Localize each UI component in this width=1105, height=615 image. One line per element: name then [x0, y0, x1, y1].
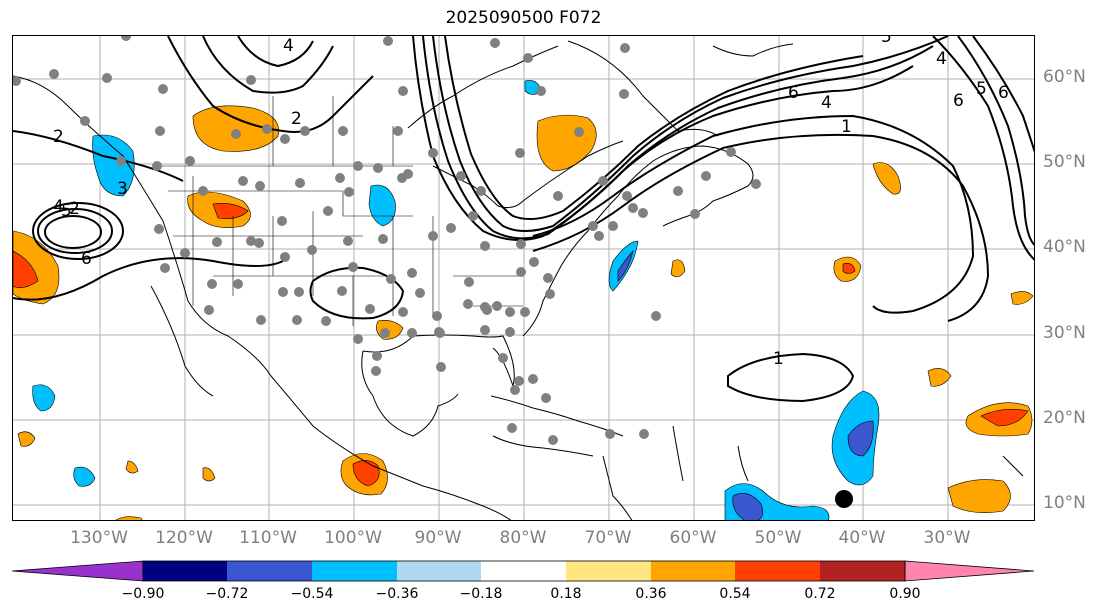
coastlines — [13, 40, 1024, 520]
colorbar-tick: 0.54 — [719, 586, 751, 602]
colorbar-segment — [11, 560, 144, 582]
colorbar-segment — [143, 561, 227, 581]
contour-label: 2 — [69, 199, 80, 219]
colorbar-segment — [312, 561, 397, 581]
storm-center-marker — [835, 490, 853, 508]
colorbar-tick: 0.90 — [889, 586, 921, 602]
lat-label: 60°N — [1043, 67, 1086, 87]
contour-label: 1 — [773, 349, 784, 369]
lon-label: 50°W — [754, 528, 802, 548]
contour-label: 1 — [841, 117, 852, 137]
lon-label: 90°W — [414, 528, 462, 548]
colorbar-tick: −0.18 — [459, 586, 503, 602]
contour-label: 4 — [936, 49, 947, 69]
lat-label: 30°N — [1043, 323, 1086, 343]
contour-label: 3 — [117, 179, 128, 199]
contour-label: 4 — [821, 93, 832, 113]
lon-label: 60°W — [669, 528, 717, 548]
colorbar-tick: −0.54 — [290, 586, 334, 602]
station-dots — [13, 36, 761, 445]
colorbar-tick: 0.72 — [804, 586, 836, 602]
contour-label: 5 — [881, 36, 892, 47]
colorbar-segment — [735, 561, 820, 581]
lon-label: 80°W — [499, 528, 547, 548]
map-title: 2025090500 F072 — [445, 8, 602, 28]
colorbar-segment — [227, 561, 312, 581]
lon-label: 120°W — [155, 528, 213, 548]
lon-label: 70°W — [584, 528, 632, 548]
lon-label: 100°W — [324, 528, 382, 548]
colorbar-segment — [904, 560, 1035, 582]
lat-label: 50°N — [1043, 152, 1086, 172]
shaded-regions — [13, 80, 1034, 520]
colorbar-tick: −0.36 — [375, 586, 419, 602]
lon-label: 130°W — [70, 528, 128, 548]
colorbar-segment — [566, 561, 651, 581]
colorbar-segment — [481, 561, 566, 581]
contour-label: 2 — [53, 127, 64, 147]
contour-label: 4 — [283, 36, 294, 56]
contour-label-group: 2 2 3 4 4 5 6 6 4 5 6 1 1 4 6 5 2 — [53, 36, 1009, 369]
contour-label: 5 — [976, 79, 987, 99]
colorbar-tick: 0.18 — [550, 586, 582, 602]
lon-label: 40°W — [838, 528, 886, 548]
colorbar-segment — [651, 561, 735, 581]
colorbar-tick: 0.36 — [635, 586, 667, 602]
colorbar-tick: −0.72 — [205, 586, 249, 602]
lat-label: 20°N — [1043, 408, 1086, 428]
colorbar — [11, 560, 1035, 582]
contour-label: 6 — [953, 91, 964, 111]
contour-label: 6 — [81, 249, 92, 269]
contour-label: 6 — [998, 83, 1009, 103]
graticule — [13, 36, 1034, 520]
contour-label: 5 — [61, 201, 72, 221]
lon-label: 30°W — [923, 528, 971, 548]
colorbar-tick: −0.90 — [121, 586, 165, 602]
contour-label: 2 — [291, 109, 302, 129]
lat-label: 40°N — [1043, 237, 1086, 257]
contour-label: 4 — [53, 197, 64, 217]
contour-label: 6 — [788, 83, 799, 103]
lon-label: 110°W — [239, 528, 297, 548]
colorbar-segment — [397, 561, 481, 581]
map-panel: 2 2 3 4 4 5 6 6 4 5 6 1 1 4 6 5 2 — [12, 35, 1035, 521]
lat-label: 10°N — [1043, 493, 1086, 513]
map-svg: 2 2 3 4 4 5 6 6 4 5 6 1 1 4 6 5 2 — [13, 36, 1034, 520]
colorbar-segment — [820, 561, 905, 581]
